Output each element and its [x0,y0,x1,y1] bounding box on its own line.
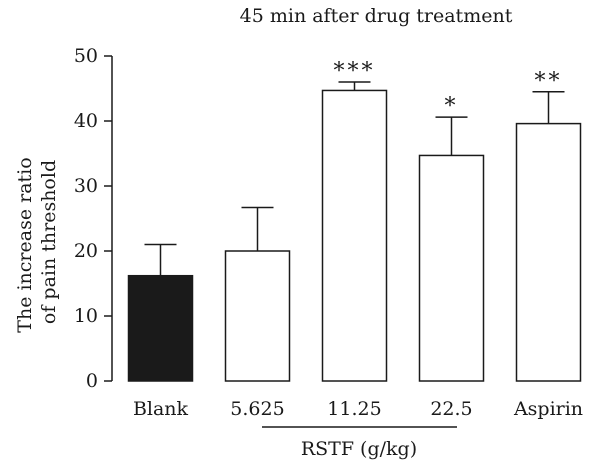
bar-11-25 [321,89,388,382]
y-tick-label: 0 [86,370,98,392]
y-tick-label: 50 [74,45,98,67]
y-axis-label-line-1: The increase ratio [14,157,36,332]
bar-aspirin [515,122,582,382]
bar-5-625 [224,250,291,382]
x-tick-label: Aspirin [513,398,583,420]
y-tick-label: 20 [74,240,98,262]
bars: ****** [127,59,582,382]
y-axis-label-line-2: of pain threshold [38,160,60,324]
chart-title: 45 min after drug treatment [240,5,513,27]
x-tick-label: Blank [133,398,189,420]
significance-marker: * [445,94,459,119]
x-tick-label: 5.625 [230,398,284,420]
significance-marker: ** [535,69,563,94]
x-axis-labels: Blank 5.625 11.25 22.5 Aspirin [133,398,583,420]
group-label: RSTF (g/kg) [301,438,417,460]
y-axis: 0 10 20 30 40 50 [74,45,113,392]
y-tick-label: 10 [74,305,98,327]
significance-marker: *** [334,59,376,84]
bar-blank [127,274,194,382]
bar-22-5 [418,154,485,382]
y-axis-label: The increase ratio of pain threshold [14,151,60,332]
x-tick-label: 11.25 [327,398,381,420]
y-tick-label: 30 [74,175,98,197]
x-tick-label: 22.5 [430,398,472,420]
y-tick-label: 40 [74,110,98,132]
